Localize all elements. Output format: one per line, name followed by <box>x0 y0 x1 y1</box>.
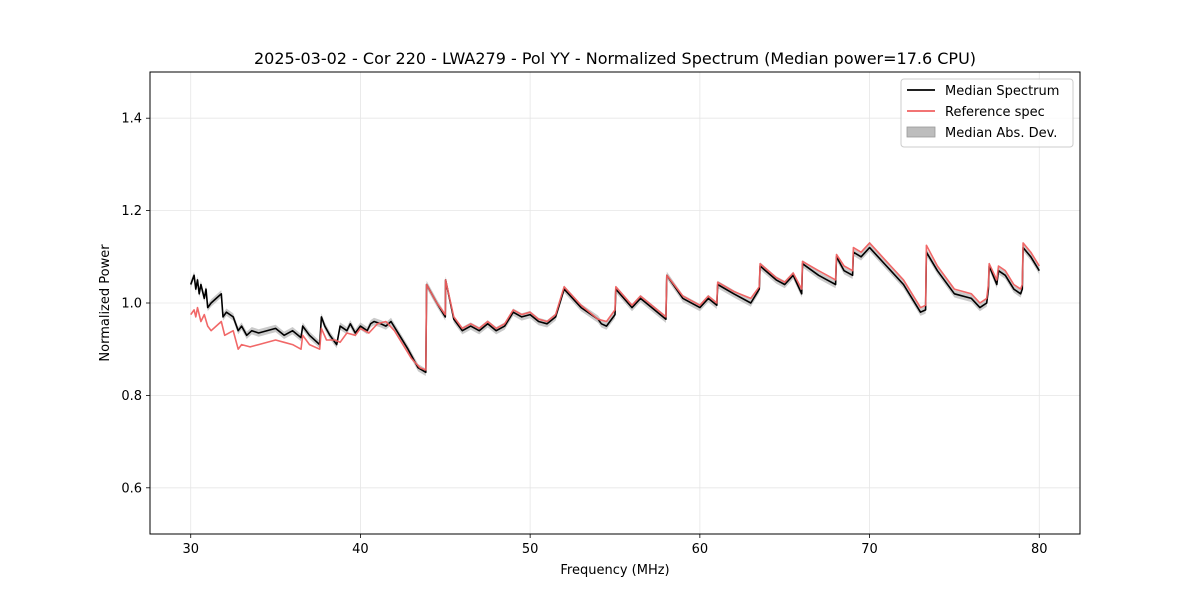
y-tick-label: 1.2 <box>121 204 142 219</box>
chart-title: 2025-03-02 - Cor 220 - LWA279 - Pol YY -… <box>254 49 976 68</box>
legend-mad-swatch <box>906 126 936 138</box>
y-tick-label: 1.4 <box>121 112 142 127</box>
x-tick-label: 80 <box>1031 542 1048 557</box>
ticks: 30 40 50 60 70 80 0.6 0.8 1.0 1.2 1.4 <box>121 112 1047 557</box>
legend-mad-label: Median Abs. Dev. <box>945 126 1057 141</box>
x-tick-label: 40 <box>352 542 369 557</box>
x-axis-title: Frequency (MHz) <box>560 563 669 578</box>
mad-band-layer <box>190 243 1040 376</box>
x-tick-label: 70 <box>861 542 878 557</box>
x-tick-label: 60 <box>692 542 709 557</box>
y-tick-label: 0.8 <box>121 389 142 404</box>
x-tick-label: 50 <box>522 542 539 557</box>
y-tick-label: 0.6 <box>121 481 142 496</box>
legend: Median Spectrum Reference spec Median Ab… <box>900 78 1074 148</box>
y-axis-title: Normalized Power <box>98 244 113 362</box>
legend-median-label: Median Spectrum <box>945 84 1059 99</box>
y-tick-label: 1.0 <box>121 297 142 312</box>
legend-reference-label: Reference spec <box>945 105 1045 120</box>
series-reference-spec <box>190 242 1040 371</box>
series-layer <box>189 242 1040 374</box>
series-median-abs-dev-band <box>190 243 1040 376</box>
series-median-spectrum <box>189 246 1040 374</box>
x-tick-label: 30 <box>182 542 199 557</box>
legend-box <box>900 78 1074 148</box>
